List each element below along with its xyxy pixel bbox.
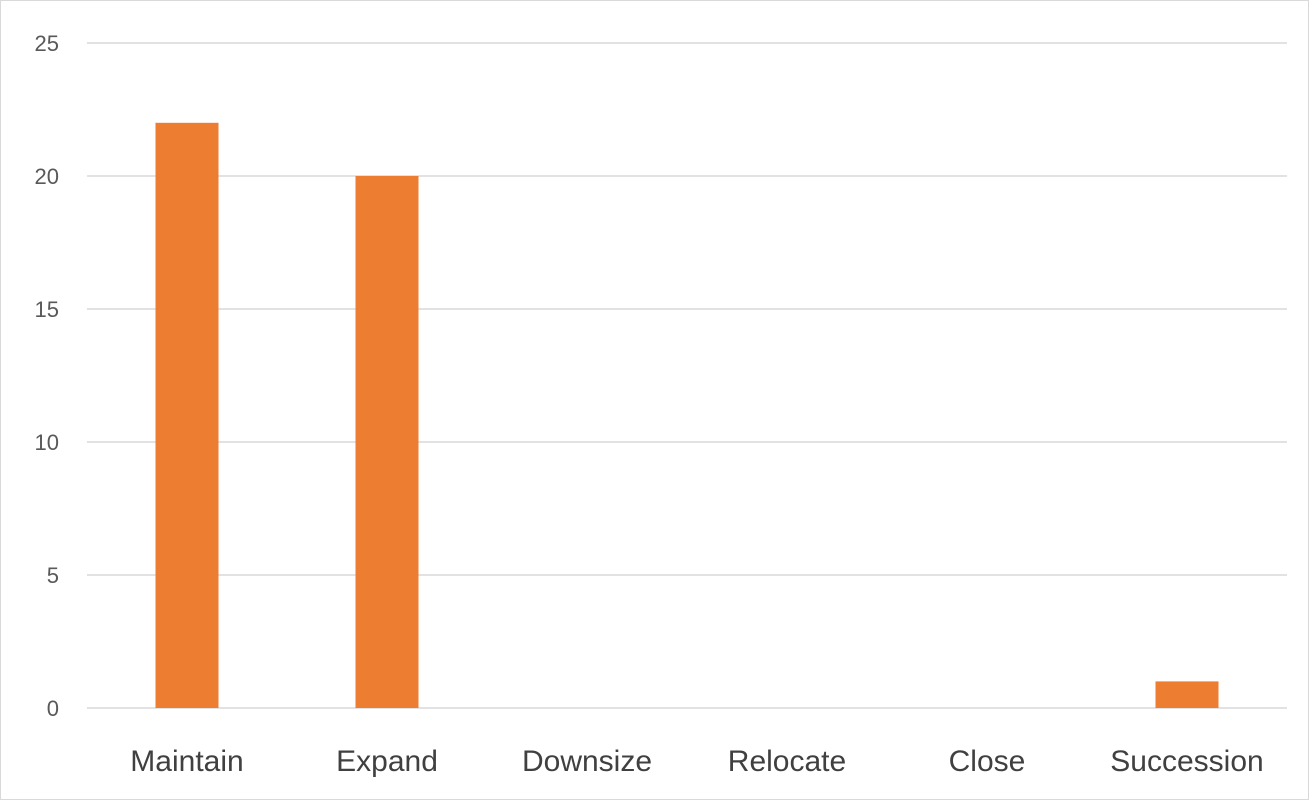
y-axis-tick-labels: 0 5 10 15 20 25: [35, 31, 59, 721]
y-tick-label: 25: [35, 31, 59, 56]
x-category-label: Succession: [1110, 745, 1263, 778]
bar-expand: [355, 176, 419, 708]
y-tick-label: 0: [47, 696, 59, 721]
x-category-label: Maintain: [130, 745, 243, 778]
y-tick-label: 10: [35, 430, 59, 455]
bar-succession: [1155, 681, 1219, 708]
bar-maintain: [155, 122, 219, 709]
x-axis-category-labels: Maintain Expand Downsize Relocate Close Succe…: [130, 745, 1263, 778]
bars: [155, 122, 1219, 709]
x-category-label: Relocate: [728, 745, 846, 778]
y-tick-label: 15: [35, 297, 59, 322]
y-tick-label: 20: [35, 164, 59, 189]
x-category-label: Expand: [336, 745, 438, 778]
x-category-label: Close: [949, 745, 1026, 778]
gridlines: [87, 42, 1287, 709]
x-category-label: Downsize: [522, 745, 652, 778]
y-tick-label: 5: [47, 563, 59, 588]
